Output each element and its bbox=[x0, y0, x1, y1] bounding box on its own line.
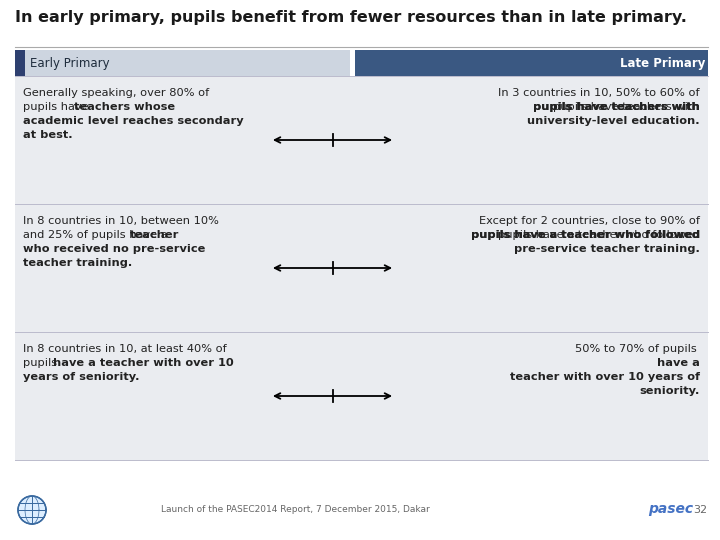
Bar bbox=[15, 76, 708, 204]
Text: In 8 countries in 10, at least 40% of: In 8 countries in 10, at least 40% of bbox=[23, 344, 227, 354]
Bar bbox=[15, 50, 350, 76]
Bar bbox=[15, 204, 708, 332]
Text: years of seniority.: years of seniority. bbox=[23, 372, 140, 382]
Text: 50% to 70% of pupils: 50% to 70% of pupils bbox=[575, 344, 700, 354]
Text: have a: have a bbox=[657, 358, 700, 368]
Text: pre-service teacher training.: pre-service teacher training. bbox=[514, 244, 700, 254]
Text: 32: 32 bbox=[693, 505, 707, 515]
Text: Launch of the PASEC2014 Report, 7 December 2015, Dakar: Launch of the PASEC2014 Report, 7 Decemb… bbox=[161, 505, 429, 515]
Bar bbox=[15, 50, 25, 76]
Text: In 3 countries in 10, 50% to 60% of: In 3 countries in 10, 50% to 60% of bbox=[498, 88, 700, 98]
Text: Early Primary: Early Primary bbox=[30, 57, 109, 70]
Circle shape bbox=[18, 496, 46, 524]
Text: seniority.: seniority. bbox=[639, 386, 700, 396]
Text: In 8 countries in 10, between 10%: In 8 countries in 10, between 10% bbox=[23, 216, 219, 226]
Text: Except for 2 countries, close to 90% of: Except for 2 countries, close to 90% of bbox=[479, 216, 700, 226]
Text: pupils have teachers with: pupils have teachers with bbox=[554, 102, 700, 112]
Text: In early primary, pupils benefit from fewer resources than in late primary.: In early primary, pupils benefit from fe… bbox=[15, 10, 687, 25]
Text: pasec: pasec bbox=[648, 502, 693, 516]
Text: pupils have a teacher who followed: pupils have a teacher who followed bbox=[471, 230, 700, 240]
Text: teacher with over 10 years of: teacher with over 10 years of bbox=[510, 372, 700, 382]
Text: pupils have teachers with: pupils have teachers with bbox=[534, 102, 700, 112]
Text: teacher: teacher bbox=[130, 230, 179, 240]
Text: have a teacher with over 10: have a teacher with over 10 bbox=[53, 358, 233, 368]
Text: academic level reaches secondary: academic level reaches secondary bbox=[23, 116, 243, 126]
Text: pupils: pupils bbox=[23, 358, 60, 368]
Text: pupils have teachers with: pupils have teachers with bbox=[534, 102, 700, 112]
Text: university-level education.: university-level education. bbox=[527, 116, 700, 126]
Bar bbox=[15, 332, 708, 460]
Text: pupils have: pupils have bbox=[23, 102, 92, 112]
Text: Late Primary: Late Primary bbox=[620, 57, 705, 70]
Text: at best.: at best. bbox=[23, 130, 73, 140]
Text: Generally speaking, over 80% of: Generally speaking, over 80% of bbox=[23, 88, 210, 98]
Bar bbox=[355, 50, 708, 76]
Text: pupils have a teacher who followed: pupils have a teacher who followed bbox=[471, 230, 700, 240]
Text: teacher training.: teacher training. bbox=[23, 258, 132, 268]
Text: pupils have a teacher who followed: pupils have a teacher who followed bbox=[498, 230, 700, 240]
Text: who received no pre-service: who received no pre-service bbox=[23, 244, 205, 254]
Text: teachers whose: teachers whose bbox=[74, 102, 175, 112]
Text: and 25% of pupils have a: and 25% of pupils have a bbox=[23, 230, 171, 240]
